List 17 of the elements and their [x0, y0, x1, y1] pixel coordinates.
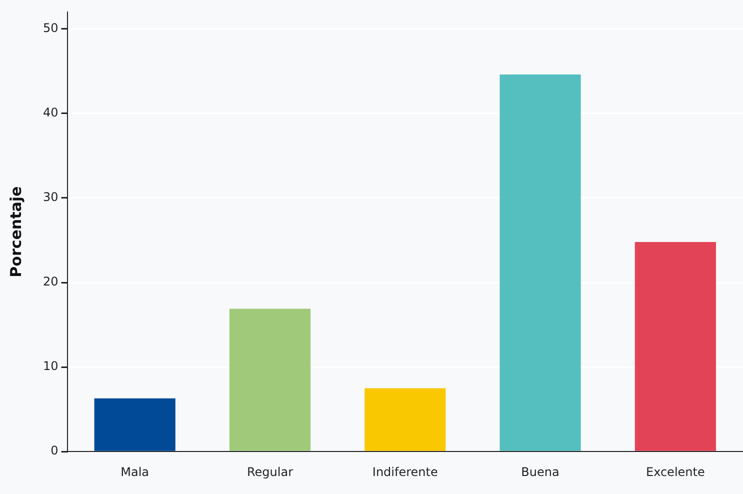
y-tick-label: 30 — [42, 190, 58, 204]
bar — [229, 308, 311, 451]
bar — [634, 242, 716, 451]
bar — [364, 388, 446, 451]
y-tick-label: 0 — [50, 444, 58, 458]
y-axis-title: Porcentaje — [6, 186, 25, 278]
bar — [94, 398, 176, 451]
bar — [500, 74, 581, 451]
x-tick-label: Buena — [521, 464, 560, 479]
x-tick-label: Indiferente — [372, 464, 438, 479]
x-tick-label: Mala — [120, 464, 150, 479]
y-tick-label: 20 — [42, 274, 58, 289]
y-tick-label: 40 — [42, 106, 58, 120]
x-tick-label: Excelente — [646, 464, 705, 479]
y-tick-label: 50 — [42, 21, 58, 36]
y-tick-label: 10 — [42, 359, 58, 374]
x-tick-label: Regular — [246, 464, 294, 479]
